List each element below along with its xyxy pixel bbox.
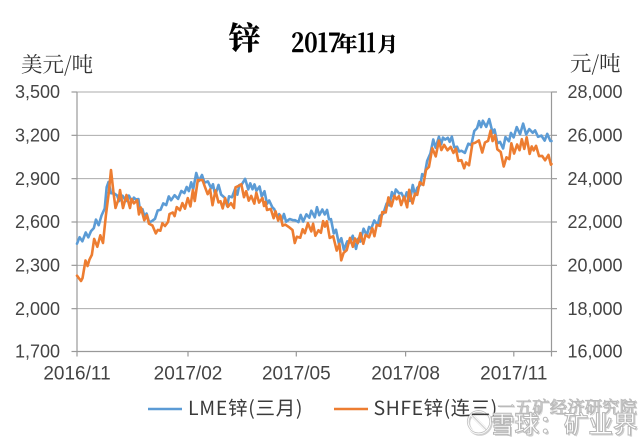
svg-text:3,200: 3,200 bbox=[15, 126, 60, 146]
svg-text:24,000: 24,000 bbox=[568, 169, 623, 189]
svg-text:28,000: 28,000 bbox=[568, 82, 623, 102]
svg-text:16,000: 16,000 bbox=[568, 342, 623, 362]
svg-text:2,000: 2,000 bbox=[15, 299, 60, 319]
svg-text:22,000: 22,000 bbox=[568, 212, 623, 232]
svg-text:2017/08: 2017/08 bbox=[371, 364, 440, 385]
svg-text:2,300: 2,300 bbox=[15, 256, 60, 276]
svg-text:26,000: 26,000 bbox=[568, 126, 623, 146]
svg-text:2,600: 2,600 bbox=[15, 212, 60, 232]
svg-text:2016/11: 2016/11 bbox=[43, 364, 110, 385]
svg-text:2017/11: 2017/11 bbox=[480, 364, 547, 385]
svg-text:20,000: 20,000 bbox=[568, 256, 623, 276]
svg-text:18,000: 18,000 bbox=[568, 299, 623, 319]
svg-text:2017/02: 2017/02 bbox=[154, 364, 223, 385]
svg-text:2017/05: 2017/05 bbox=[262, 364, 331, 385]
svg-text:2,900: 2,900 bbox=[15, 169, 60, 189]
svg-text:1,700: 1,700 bbox=[15, 342, 60, 362]
svg-text:3,500: 3,500 bbox=[15, 82, 60, 102]
